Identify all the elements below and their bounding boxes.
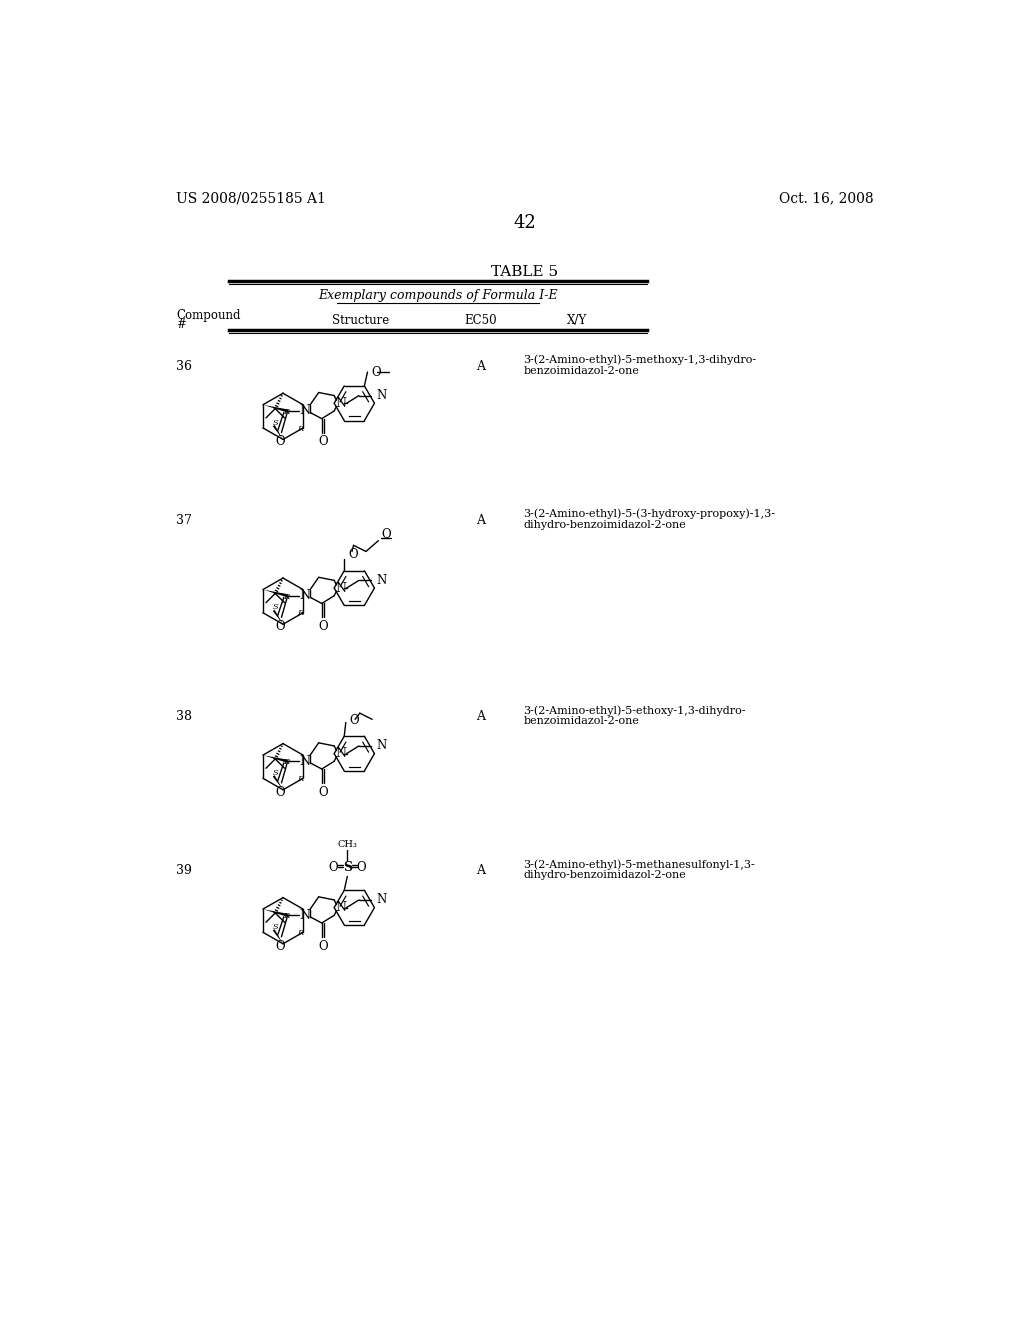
Text: benzoimidazol-2-one: benzoimidazol-2-one — [523, 717, 639, 726]
Text: R: R — [297, 610, 303, 618]
Text: N: N — [376, 739, 386, 752]
Text: dihydro-benzoimidazol-2-one: dihydro-benzoimidazol-2-one — [523, 870, 686, 880]
Text: O: O — [275, 620, 285, 634]
Polygon shape — [272, 929, 283, 944]
Text: R: R — [283, 593, 289, 601]
Text: O: O — [318, 785, 328, 799]
Text: N: N — [335, 582, 346, 594]
Text: A: A — [476, 360, 485, 372]
Text: O: O — [275, 940, 285, 953]
Text: O: O — [356, 861, 367, 874]
Text: S: S — [272, 603, 279, 611]
Text: benzoimidazol-2-one: benzoimidazol-2-one — [523, 366, 639, 376]
Text: CH₃: CH₃ — [337, 840, 357, 849]
Text: US 2008/0255185 A1: US 2008/0255185 A1 — [176, 191, 326, 206]
Text: S: S — [272, 418, 279, 426]
Text: 3-(2-Amino-ethyl)-5-ethoxy-1,3-dihydro-: 3-(2-Amino-ethyl)-5-ethoxy-1,3-dihydro- — [523, 705, 745, 715]
Text: N: N — [299, 908, 310, 921]
Text: N: N — [376, 389, 386, 403]
Text: N: N — [335, 747, 346, 760]
Text: #: # — [176, 318, 186, 331]
Text: R: R — [297, 929, 303, 937]
Polygon shape — [263, 755, 288, 763]
Text: 38: 38 — [176, 710, 193, 723]
Text: 37: 37 — [176, 513, 191, 527]
Text: R: R — [297, 775, 303, 783]
Text: O: O — [275, 785, 285, 799]
Text: Structure: Structure — [332, 314, 389, 326]
Text: R: R — [283, 758, 289, 766]
Polygon shape — [263, 909, 288, 917]
Text: 3-(2-Amino-ethyl)-5-methoxy-1,3-dihydro-: 3-(2-Amino-ethyl)-5-methoxy-1,3-dihydro- — [523, 355, 757, 366]
Text: A: A — [476, 513, 485, 527]
Text: N: N — [335, 902, 346, 915]
Text: S: S — [272, 768, 279, 777]
Text: 42: 42 — [513, 214, 537, 232]
Text: R: R — [283, 912, 289, 920]
Text: 39: 39 — [176, 865, 191, 878]
Text: O: O — [349, 714, 359, 727]
Text: S: S — [272, 923, 279, 931]
Polygon shape — [263, 590, 288, 597]
Text: A: A — [476, 710, 485, 723]
Text: O: O — [318, 620, 328, 634]
Text: O: O — [329, 861, 338, 874]
Text: Compound: Compound — [176, 309, 241, 322]
Text: 3-(2-Amino-ethyl)-5-methanesulfonyl-1,3-: 3-(2-Amino-ethyl)-5-methanesulfonyl-1,3- — [523, 859, 755, 870]
Text: dihydro-benzoimidazol-2-one: dihydro-benzoimidazol-2-one — [523, 520, 686, 529]
Polygon shape — [272, 775, 283, 789]
Text: 36: 36 — [176, 360, 193, 372]
Text: 3-(2-Amino-ethyl)-5-(3-hydroxy-propoxy)-1,3-: 3-(2-Amino-ethyl)-5-(3-hydroxy-propoxy)-… — [523, 508, 775, 520]
Polygon shape — [263, 405, 288, 412]
Text: R: R — [283, 408, 289, 416]
Polygon shape — [272, 425, 283, 440]
Text: S: S — [343, 861, 352, 874]
Text: O: O — [381, 528, 391, 541]
Text: X/Y: X/Y — [567, 314, 588, 326]
Text: N: N — [376, 574, 386, 587]
Text: Oct. 16, 2008: Oct. 16, 2008 — [779, 191, 873, 206]
Text: A: A — [476, 865, 485, 878]
Text: R: R — [297, 425, 303, 433]
Text: EC50: EC50 — [464, 314, 497, 326]
Text: N: N — [299, 404, 310, 417]
Text: O: O — [318, 436, 328, 449]
Text: N: N — [335, 397, 346, 409]
Text: Exemplary compounds of Formula I-E: Exemplary compounds of Formula I-E — [318, 289, 558, 302]
Polygon shape — [272, 610, 283, 624]
Text: O: O — [348, 548, 357, 561]
Text: TABLE 5: TABLE 5 — [492, 265, 558, 280]
Text: N: N — [299, 589, 310, 602]
Text: O: O — [318, 940, 328, 953]
Text: O: O — [372, 366, 381, 379]
Text: N: N — [376, 894, 386, 907]
Text: O: O — [275, 436, 285, 449]
Text: N: N — [299, 755, 310, 768]
